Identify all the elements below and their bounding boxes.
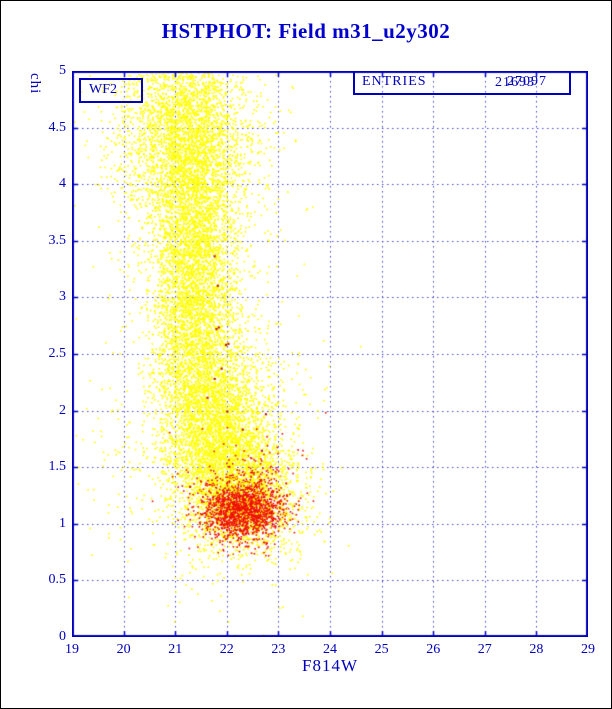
x-tick-label: 19	[65, 642, 79, 657]
y-axis-title: chi	[27, 73, 43, 95]
scatter-plot-canvas	[72, 71, 588, 637]
y-tick-label: 3	[59, 289, 66, 305]
x-tick-label: 25	[374, 642, 389, 657]
x-tick-label: 20	[116, 642, 131, 657]
plot-area: WF2 ENTRIES 21693 27097	[72, 71, 588, 637]
x-tick-label: 21	[168, 642, 183, 657]
entries-value-secondary: 21693	[495, 75, 535, 90]
camera-label-box: WF2	[79, 78, 143, 103]
y-tick-label: 4.5	[48, 119, 67, 135]
y-tick-label: 3.5	[48, 232, 67, 248]
x-tick-label: 27	[477, 642, 492, 657]
x-tick-label: 26	[426, 642, 441, 657]
x-tick-label: 23	[271, 642, 286, 657]
entries-label: ENTRIES	[362, 74, 427, 89]
y-tick-label: 2.5	[48, 346, 67, 361]
camera-label: WF2	[89, 82, 117, 97]
page-title: HSTPHOT: Field m31_u2y302	[161, 19, 451, 43]
x-axis-title: F814W	[302, 656, 358, 675]
x-tick-label: 22	[219, 642, 234, 657]
y-tick-label: 0	[59, 629, 66, 644]
y-tick-label: 0.5	[48, 572, 67, 588]
y-tick-label: 5	[59, 63, 66, 78]
y-tick-label: 1	[59, 515, 66, 531]
y-tick-label: 1.5	[48, 459, 67, 475]
x-tick-label: 29	[581, 642, 595, 657]
entries-box: ENTRIES 21693 27097	[353, 71, 571, 95]
y-tick-label: 4	[59, 176, 66, 192]
y-tick-label: 2	[59, 402, 66, 418]
x-tick-label: 28	[529, 642, 544, 657]
x-tick-label: 24	[323, 642, 337, 657]
entries-value-primary: 27097	[507, 74, 547, 89]
